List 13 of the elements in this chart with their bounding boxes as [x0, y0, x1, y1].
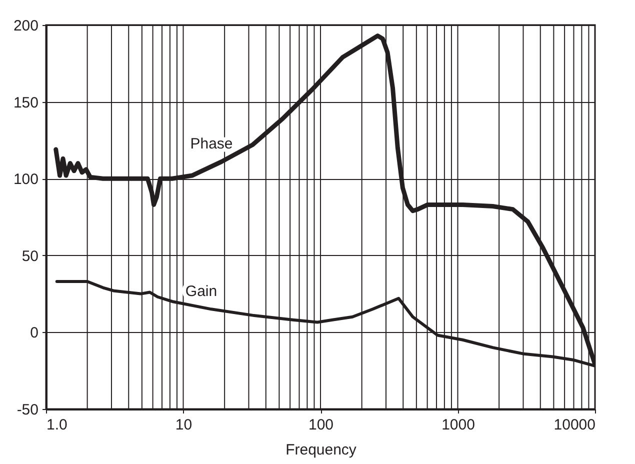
- y-tick-label: 200: [13, 18, 38, 34]
- y-tick-label: 100: [13, 171, 38, 188]
- y-tick-label: 0: [30, 324, 38, 342]
- series-label: Gain: [185, 283, 218, 300]
- x-tick-label: 1.0: [46, 416, 68, 434]
- y-tick-label: 150: [13, 94, 38, 112]
- x-tick-label: 1000: [442, 416, 475, 434]
- y-tick-label: -50: [16, 402, 38, 418]
- y-tick-label: 50: [22, 248, 38, 265]
- x-tick-label: 10000: [554, 416, 596, 434]
- x-tick-label: 100: [308, 416, 334, 434]
- x-tick-label: 10: [175, 416, 192, 434]
- x-axis-title: Frequency: [286, 442, 357, 458]
